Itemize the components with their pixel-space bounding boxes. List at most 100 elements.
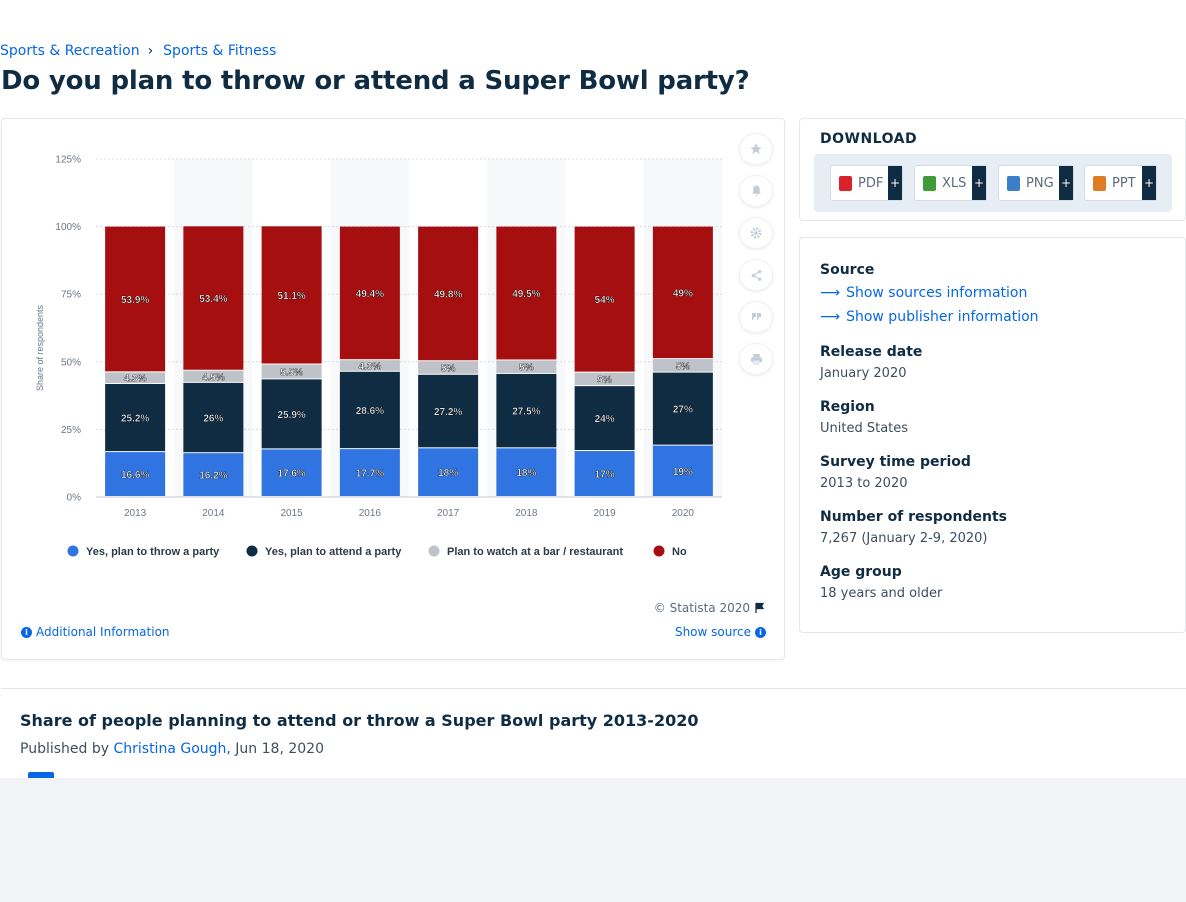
bar-segment[interactable] [652,226,713,359]
respondents-label: Number of respondents [820,509,1007,525]
data-label: 49.8% [434,289,462,300]
data-label: 27.2% [434,407,462,418]
x-tick-label: 2017 [437,508,460,519]
bar-segment[interactable] [105,383,166,452]
bar-segment[interactable] [574,372,635,386]
bar-segment[interactable] [496,448,557,496]
data-label: 5% [597,375,612,386]
legend-marker[interactable] [653,545,665,557]
legend-label[interactable]: Yes, plan to throw a party [86,546,220,558]
bar-segment[interactable] [418,448,479,496]
bar-segment[interactable] [105,372,166,383]
x-tick-label: 2016 [359,508,382,519]
bar-segment[interactable] [261,449,322,496]
bar-segment[interactable] [183,370,244,382]
data-label: 4.3% [358,361,381,372]
bar-segment[interactable] [183,382,244,453]
star-icon[interactable] [739,133,773,165]
published-date: , Jun 18, 2020 [226,741,324,757]
data-label: 5% [676,361,691,372]
published-by-line: Published by Christina Gough, Jun 18, 20… [20,741,324,757]
x-tick-label: 2020 [672,508,695,519]
download-pdf-button[interactable]: PDF + [830,165,903,201]
bar-segment[interactable] [183,226,244,370]
bar-segment[interactable] [496,226,557,360]
bar-segment[interactable] [261,226,322,364]
bell-icon[interactable] [739,175,773,207]
legend-marker[interactable] [428,545,440,557]
bar-segment[interactable] [261,379,322,449]
bar-segment[interactable] [652,372,713,445]
bar-segment[interactable] [496,373,557,448]
survey-period-label: Survey time period [820,454,971,470]
author-link[interactable]: Christina Gough [113,741,227,757]
additional-information-link[interactable]: i Additional Information [21,625,170,639]
legend-marker[interactable] [246,545,258,557]
bar-segment[interactable] [339,371,400,449]
data-label: 4.5% [202,372,225,383]
info-icon: i [21,626,32,638]
show-publisher-link[interactable]: ⟶ Show publisher information [820,309,1039,325]
download-xls-button[interactable]: XLS + [914,165,987,201]
share-icon[interactable] [739,259,773,291]
download-pdf-label: PDF [858,175,884,191]
bar-segment[interactable] [574,386,635,451]
x-tick-label: 2019 [594,508,617,519]
bar-segment[interactable] [339,360,400,371]
bar-segment[interactable] [574,226,635,372]
data-label: 49% [673,288,693,299]
bar-segment[interactable] [339,449,400,496]
data-label: 49.5% [512,289,540,300]
bar-segment[interactable] [261,364,322,379]
bar-segment[interactable] [105,452,166,496]
data-label: 5% [519,363,534,374]
bar-segment[interactable] [105,226,166,372]
data-label: 17.6% [277,469,305,480]
breadcrumb-separator: › [147,43,154,59]
bar-segment[interactable] [574,451,635,496]
release-date-value: January 2020 [820,366,907,381]
quote-icon[interactable] [739,301,773,333]
y-tick-label: 50% [61,357,81,368]
png-file-icon [1007,175,1020,191]
download-ppt-button[interactable]: PPT + [1084,165,1157,201]
y-tick-label: 0% [67,493,82,504]
x-tick-label: 2013 [124,508,147,519]
arrow-right-icon: ⟶ [820,309,841,325]
bar-segment[interactable] [339,226,400,360]
legend-marker[interactable] [67,545,79,557]
release-date-label: Release date [820,344,923,360]
download-card: DOWNLOAD PDF + XLS + PNG + PPT + [799,118,1186,221]
bar-segment[interactable] [418,226,479,361]
data-label: 18% [516,468,536,479]
show-sources-link[interactable]: ⟶ Show sources information [820,285,1027,301]
x-tick-label: 2018 [515,508,538,519]
download-png-button[interactable]: PNG + [998,165,1074,201]
y-tick-label: 100% [55,222,81,233]
download-xls-label: XLS [942,175,967,191]
bar-segment[interactable] [183,453,244,496]
print-icon[interactable] [739,343,773,375]
y-tick-label: 25% [61,425,81,436]
breadcrumb-item-sports-fitness[interactable]: Sports & Fitness [163,43,277,59]
legend-label[interactable]: Yes, plan to attend a party [265,546,402,558]
data-label: 28.6% [356,406,384,417]
show-source-link[interactable]: Show source i [675,625,766,639]
data-label: 17% [595,470,615,481]
plus-icon: + [972,166,986,200]
statista-credit[interactable]: © Statista 2020 [654,601,766,615]
bar-segment[interactable] [652,359,713,372]
info-icon: i [755,626,766,638]
bar-segment[interactable] [418,374,479,448]
bar-segment[interactable] [652,445,713,496]
bar-segment[interactable] [496,360,557,373]
age-group-label: Age group [820,564,902,580]
legend-label[interactable]: Plan to watch at a bar / restaurant [447,546,623,558]
gear-icon[interactable] [739,217,773,249]
breadcrumb-item-sports-recreation[interactable]: Sports & Recreation [0,43,140,59]
bar-segment[interactable] [418,361,479,374]
data-label: 5.5% [280,367,303,378]
legend-label[interactable]: No [672,546,687,558]
data-label: 18% [438,468,458,479]
x-tick-label: 2015 [281,508,304,519]
